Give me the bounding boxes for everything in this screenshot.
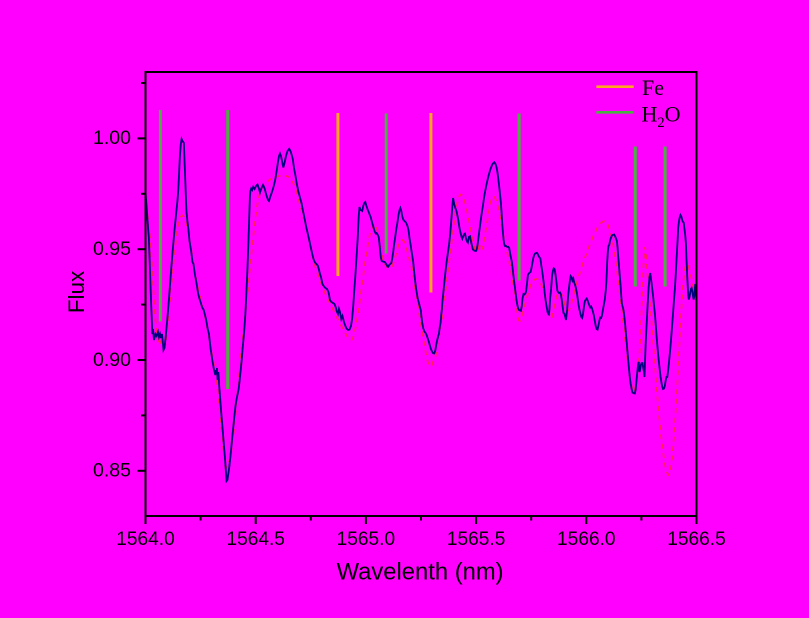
svg-text:1565.5: 1565.5 bbox=[447, 529, 506, 550]
svg-text:0.85: 0.85 bbox=[93, 461, 131, 482]
svg-text:H2O: H2O bbox=[642, 101, 681, 131]
svg-text:1564.5: 1564.5 bbox=[226, 529, 285, 550]
svg-text:1.00: 1.00 bbox=[93, 128, 131, 149]
svg-text:1565.0: 1565.0 bbox=[337, 529, 396, 550]
svg-text:0.90: 0.90 bbox=[93, 350, 131, 371]
svg-text:Wavelenth (nm): Wavelenth (nm) bbox=[337, 560, 504, 586]
svg-text:1564.0: 1564.0 bbox=[116, 529, 175, 550]
svg-text:1566.0: 1566.0 bbox=[557, 529, 616, 550]
svg-text:Flux: Flux bbox=[64, 271, 89, 314]
svg-text:0.95: 0.95 bbox=[93, 239, 131, 260]
svg-text:1566.5: 1566.5 bbox=[667, 529, 726, 550]
svg-text:Fe: Fe bbox=[642, 75, 664, 100]
